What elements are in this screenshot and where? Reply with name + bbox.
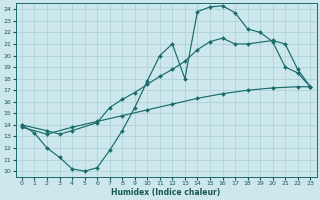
X-axis label: Humidex (Indice chaleur): Humidex (Indice chaleur) [111, 188, 221, 197]
